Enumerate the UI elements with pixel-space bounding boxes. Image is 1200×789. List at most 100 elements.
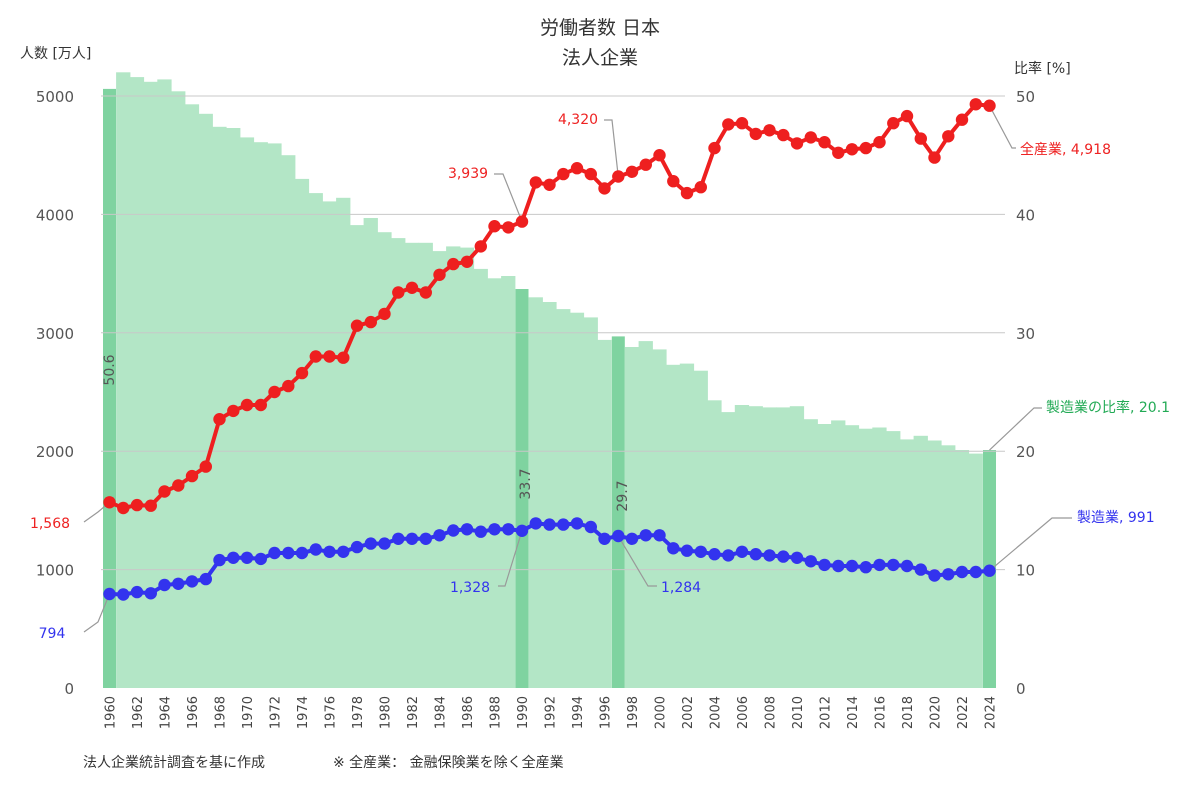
x-tick-1974: 1974 [296,696,311,729]
ratio-bar-2001 [666,364,681,688]
manufacturing-point-2000 [653,529,666,542]
x-tick-1960: 1960 [104,696,119,729]
all-industry-point-1983 [419,286,432,299]
manufacturing-point-1971 [254,552,267,566]
annotation-mfg-1960: 794 [39,626,66,642]
manufacturing-point-1972 [268,546,281,560]
grid-lines [101,95,1005,571]
ratio-bar-1983 [418,242,433,689]
axis-ticks: 0 0 1000 10 2000 20 3000 30 4000 40 5000 50 1960 1962… [36,88,1035,729]
all-industry-point-1963 [144,499,157,512]
annotation-ratio-end: 製造業の比率, 20.1 [1046,399,1170,416]
ratio-bar-1991 [528,297,543,688]
annotation-mfg-1997: 1,284 [661,580,701,596]
ratio-bar-1960 [103,88,116,688]
manufacturing-point-1963 [144,587,157,600]
ratio-bar-1970 [239,137,255,688]
all-industry-point-2014 [845,143,859,156]
manufacturing-point-2004 [708,548,721,561]
leader-mfg-1990 [498,530,523,587]
annotation-mfg-end: 製造業, 991 [1077,510,1155,526]
x-tick-2006: 2006 [736,696,751,729]
leader-mfg-1997 [617,535,657,587]
x-tick-1994: 1994 [571,696,586,729]
all-industry-point-1965 [172,479,185,492]
all-industry-point-1993 [557,167,570,181]
all-industry-point-2004 [708,141,721,155]
ratio-bar-2021 [941,445,956,688]
x-tick-1988: 1988 [489,696,504,729]
right-axis-title: 比率 [%] [1014,60,1071,77]
ratio-bar-1993 [556,309,571,688]
x-tick-1978: 1978 [351,696,366,729]
manufacturing-point-1968 [213,553,226,567]
ratio-bar-1975 [308,193,323,688]
x-tick-1984: 1984 [434,696,449,729]
x-tick-1962: 1962 [131,696,146,729]
ratio-bar-1973 [281,155,296,688]
y-left-tick-4000: 4000 [36,206,74,224]
x-tick-1996: 1996 [599,696,614,729]
x-tick-1970: 1970 [241,696,256,729]
manufacturing-point-2014 [845,559,859,573]
ratio-bar-2009 [776,407,791,688]
leader-mfg-end [989,517,1072,572]
all-industry-point-2022 [955,113,969,126]
all-industry-point-1985 [447,257,460,271]
manufacturing-point-2021 [942,568,955,581]
line-series [103,98,996,601]
x-tick-1982: 1982 [406,696,421,729]
all-industry-point-1977 [337,351,350,364]
all-industry-point-2013 [832,146,845,159]
manufacturing-point-1982 [405,532,419,545]
ratio-bar-1992 [542,302,557,688]
manufacturing-point-1981 [392,532,405,545]
manufacturing-point-2006 [735,545,749,558]
all-industry-point-2007 [749,127,762,141]
all-industry-point-1976 [323,350,336,363]
all-industry-point-1966 [185,469,199,483]
manufacturing-point-1997 [612,529,625,543]
manufacturing-point-1977 [337,545,350,558]
all-industry-point-1975 [309,350,322,363]
all-industry-point-1981 [392,286,405,299]
manufacturing-point-2016 [873,558,886,572]
ratio-bar-1964 [157,79,172,688]
ratio-bar-1972 [267,143,282,688]
manufacturing-point-2001 [667,542,680,555]
manufacturing-point-2015 [859,561,872,574]
manufacturing-point-1988 [488,523,501,536]
all-industry-point-1969 [227,404,240,418]
ratio-bar-1979 [363,218,378,688]
ratio-bar-2004 [707,400,722,688]
ratio-bar-1967 [198,113,213,689]
all-industry-point-1987 [474,240,487,253]
x-tick-2000: 2000 [654,696,669,729]
manufacturing-point-1992 [543,518,556,531]
manufacturing-point-1966 [185,575,199,588]
ratio-bar-1974 [294,178,310,688]
all-industry-point-1973 [282,379,295,393]
y-right-tick-30: 30 [1016,325,1035,343]
manufacturing-point-1975 [309,543,322,556]
ratio-bar-1986 [459,247,475,688]
all-industry-point-2005 [722,118,735,131]
ratio-bar-1976 [322,201,337,688]
all-industry-point-2008 [763,124,776,137]
manufacturing-point-2003 [694,545,707,558]
y-right-tick-0: 0 [1016,680,1026,698]
all-industry-point-1988 [488,220,501,233]
manufacturing-point-1980 [378,537,391,550]
all-industry-point-2002 [680,186,694,200]
ratio-bar-2013 [831,420,846,688]
all-industry-point-2012 [818,136,831,149]
x-tick-2008: 2008 [764,696,779,729]
all-industry-point-1991 [529,176,542,189]
manufacturing-point-1967 [199,572,212,586]
ratio-bar-2000 [652,349,667,688]
all-industry-point-1994 [570,162,584,175]
manufacturing-point-1999 [639,529,652,542]
manufacturing-point-1996 [598,532,611,545]
manufacturing-point-1994 [570,517,584,530]
y-right-tick-40: 40 [1016,206,1035,224]
